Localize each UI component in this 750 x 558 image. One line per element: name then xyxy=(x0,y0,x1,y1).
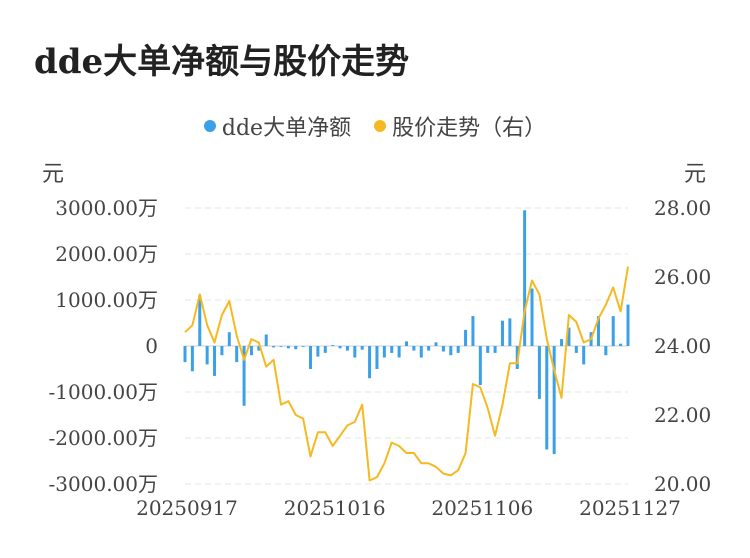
dde-bar xyxy=(368,346,372,379)
dde-bar xyxy=(397,346,401,358)
dde-bar xyxy=(456,346,460,353)
right-axis-unit: 元 xyxy=(684,162,707,187)
dde-bar xyxy=(449,346,453,356)
dde-bar xyxy=(486,346,490,353)
legend: dde大单净额 股价走势（右） xyxy=(0,110,750,142)
y-left-tick-label: -2000.00万 xyxy=(49,426,158,450)
dde-bar xyxy=(375,346,379,369)
dde-bar xyxy=(537,346,541,399)
y-left-tick-label: -1000.00万 xyxy=(49,380,158,404)
x-tick-label: 20250917 xyxy=(136,496,238,520)
dde-bar xyxy=(545,346,549,450)
dde-bar xyxy=(286,346,290,349)
dde-bar xyxy=(220,346,224,356)
dde-bar xyxy=(427,346,431,351)
dde-bar xyxy=(560,339,564,346)
dde-bar xyxy=(242,346,246,406)
dde-bar xyxy=(190,346,194,372)
dde-bar xyxy=(382,346,386,358)
dde-bar xyxy=(331,345,335,346)
y-left-tick-label: 0 xyxy=(145,334,158,358)
dde-bar xyxy=(249,346,253,356)
y-right-tick-label: 22.00 xyxy=(654,403,711,427)
dde-bar xyxy=(464,329,468,346)
dde-bar xyxy=(405,341,408,346)
chart-title: dde大单净额与股价走势 xyxy=(34,42,410,82)
y-left-tick-label: 3000.00万 xyxy=(55,196,158,220)
dde-bar xyxy=(309,346,313,369)
dde-bar xyxy=(508,318,512,346)
x-tick-label: 20251127 xyxy=(579,496,681,520)
dde-bar xyxy=(604,346,608,356)
left-axis-unit: 元 xyxy=(42,162,65,187)
dde-bar xyxy=(523,210,527,346)
x-tick-label: 20251016 xyxy=(284,496,386,520)
dde-bar xyxy=(626,304,630,346)
y-left-tick-label: 2000.00万 xyxy=(55,242,158,266)
dde-bar xyxy=(574,346,578,353)
dde-bar xyxy=(419,346,423,358)
dde-bar xyxy=(500,320,504,346)
dde-bar xyxy=(434,342,438,346)
dde-bar xyxy=(353,346,357,358)
legend-label-dde: dde大单净额 xyxy=(221,116,352,141)
dde-bar xyxy=(213,346,217,376)
y-right-tick-label: 26.00 xyxy=(654,265,711,289)
dde-bar xyxy=(530,288,534,346)
dde-bar xyxy=(471,316,475,346)
dde-bar xyxy=(552,346,556,455)
y-left-tick-label: -3000.00万 xyxy=(49,472,158,496)
dde-bar xyxy=(493,346,497,353)
dde-bar xyxy=(619,343,623,346)
legend-item-dde[interactable]: dde大单净额 xyxy=(203,110,352,142)
legend-dot-dde xyxy=(203,120,216,132)
legend-dot-price xyxy=(374,120,387,132)
dde-bar xyxy=(264,334,268,346)
dde-bar xyxy=(316,346,320,357)
price-line xyxy=(184,266,629,482)
dde-bar xyxy=(596,316,600,346)
dde-bar xyxy=(611,316,615,346)
dde-bar xyxy=(183,346,187,363)
dde-bar xyxy=(441,346,445,352)
dde-bar xyxy=(582,346,586,365)
x-tick-label: 20251106 xyxy=(431,496,533,520)
dde-bar xyxy=(323,346,327,353)
y-left-tick-label: 1000.00万 xyxy=(55,288,158,312)
dde-bar xyxy=(412,346,416,351)
dde-bar xyxy=(279,346,283,347)
dde-bar xyxy=(478,346,482,386)
legend-label-price: 股价走势（右） xyxy=(392,116,547,141)
y-right-tick-label: 28.00 xyxy=(654,196,711,220)
dde-bar xyxy=(205,346,209,365)
dde-bar xyxy=(360,346,364,350)
dde-bar xyxy=(390,346,394,353)
dde-bar xyxy=(227,332,231,346)
dde-bar xyxy=(301,346,305,347)
y-right-tick-label: 24.00 xyxy=(654,334,711,358)
dde-bar xyxy=(198,295,202,346)
dde-bar xyxy=(235,346,239,363)
dde-bar xyxy=(257,346,261,351)
dde-bar xyxy=(294,346,298,350)
dde-bar xyxy=(272,346,276,348)
legend-item-price[interactable]: 股价走势（右） xyxy=(374,110,546,142)
y-right-tick-label: 20.00 xyxy=(654,472,711,496)
dde-bar xyxy=(338,346,342,349)
dde-bar xyxy=(567,327,571,346)
dde-bar xyxy=(345,346,349,351)
